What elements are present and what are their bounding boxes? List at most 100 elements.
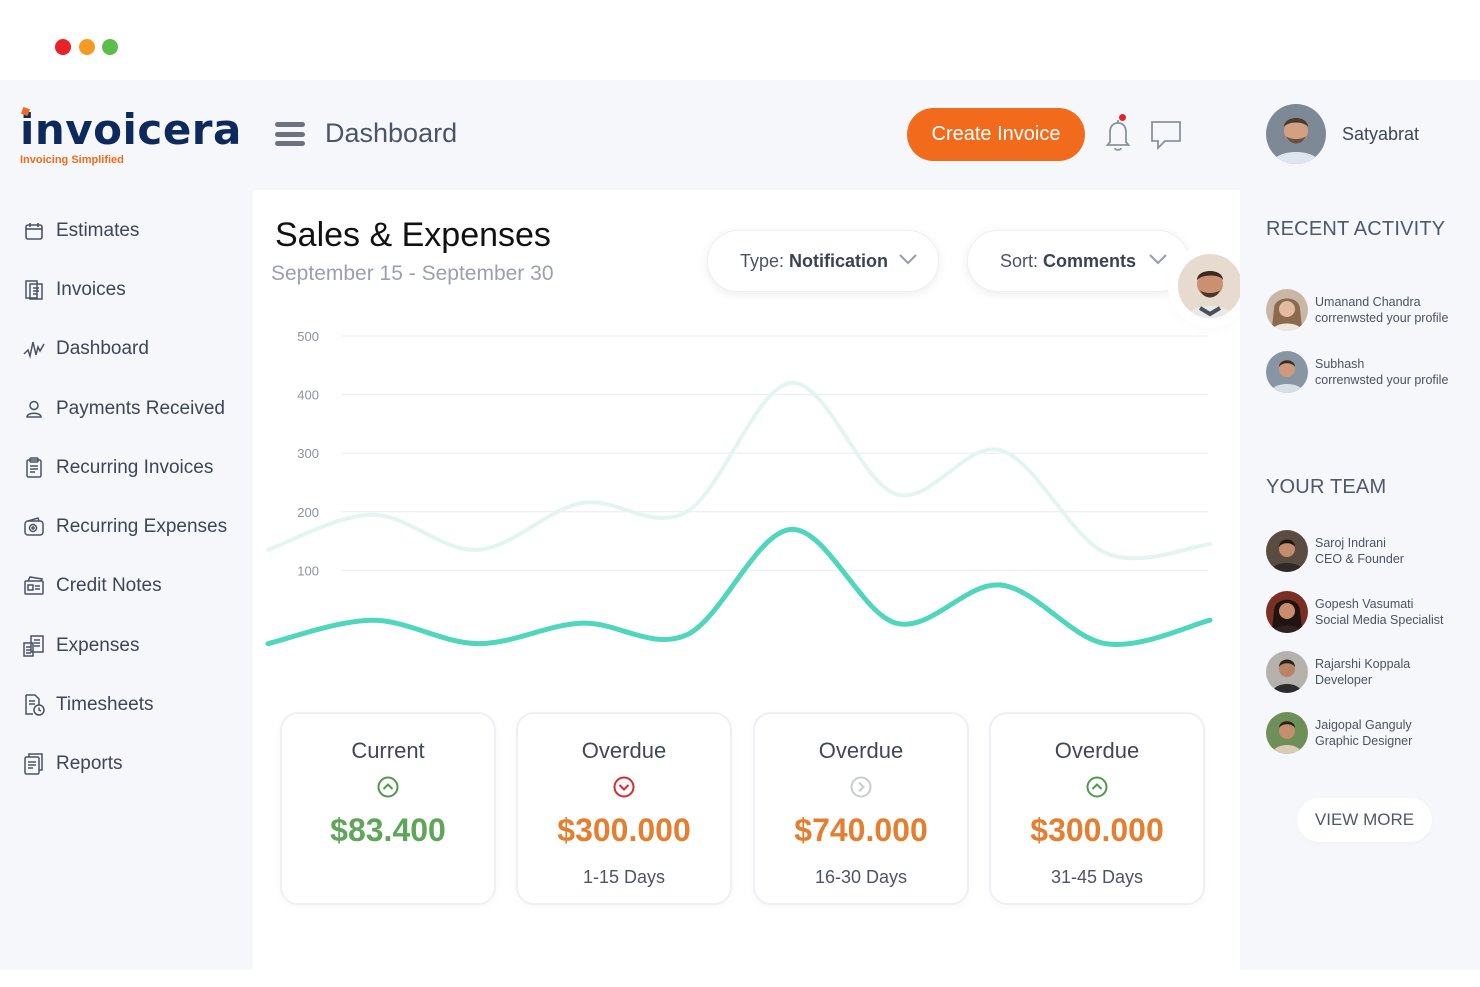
activity-name: Umanand Chandra <box>1315 294 1421 309</box>
right-panel: Satyabrat RECENT ACTIVITY Umanand Chandr… <box>1240 80 1480 970</box>
sidebar-item-label: Recurring Invoices <box>56 456 214 478</box>
right-arrow-circle-icon <box>850 776 872 798</box>
chevron-down-icon <box>899 254 917 265</box>
create-invoice-button[interactable]: Create Invoice <box>907 108 1085 161</box>
recent-activity-title: RECENT ACTIVITY <box>1266 218 1446 240</box>
sidebar-item-estimates[interactable]: Estimates <box>0 201 253 260</box>
sort-filter-value: Comments <box>1043 250 1137 271</box>
main-content: Sales & Expenses September 15 - Septembe… <box>253 190 1242 970</box>
close-window-button[interactable] <box>55 39 71 55</box>
team-member[interactable]: Gopesh Vasumati Social Media Specialist <box>1266 591 1476 633</box>
member-role: Developer <box>1315 673 1372 687</box>
y-tick-label: 300 <box>297 446 319 461</box>
view-more-button[interactable]: VIEW MORE <box>1297 798 1432 842</box>
summary-card-overdue-31-45[interactable]: Overdue $300.000 31-45 Days <box>989 712 1205 905</box>
minimize-window-button[interactable] <box>79 39 95 55</box>
receipt-icon <box>22 634 46 658</box>
user-icon <box>22 397 46 421</box>
activity-item[interactable]: Umanand Chandra correnwsted your profile <box>1266 289 1476 331</box>
chart-title: Sales & Expenses <box>275 216 551 254</box>
window-titlebar <box>0 0 1480 80</box>
sidebar-item-label: Payments Received <box>56 397 225 419</box>
card-amount: $300.000 <box>557 812 691 848</box>
sidebar-item-recurring-expenses[interactable]: Recurring Expenses <box>0 497 253 556</box>
chevron-down-icon <box>1149 254 1167 265</box>
avatar <box>1266 651 1308 693</box>
type-filter-prefix: Type: <box>740 250 785 271</box>
sidebar-item-label: Expenses <box>56 634 140 656</box>
logo-wordmark: invoicera <box>20 105 242 154</box>
invoicera-logo[interactable]: invoicera Invoicing Simplified <box>20 105 242 166</box>
avatar <box>1266 289 1308 331</box>
sidebar-item-timesheets[interactable]: Timesheets <box>0 675 253 734</box>
member-name: Saroj Indrani <box>1315 535 1386 550</box>
up-arrow-circle-icon <box>1086 776 1108 798</box>
sidebar-item-recurring-invoices[interactable]: Recurring Invoices <box>0 438 253 497</box>
card-title: Overdue <box>818 738 904 763</box>
sidebar-item-credit-notes[interactable]: Credit Notes <box>0 557 253 616</box>
menu-icon[interactable] <box>275 122 305 146</box>
summary-card-current[interactable]: Current $83.400 <box>280 712 496 905</box>
sort-filter-prefix: Sort: <box>1000 250 1039 271</box>
type-filter-dropdown[interactable]: Type: Notification <box>707 230 939 292</box>
card-amount: $300.000 <box>1030 812 1164 848</box>
activity-item[interactable]: Subhash correnwsted your profile <box>1266 351 1476 393</box>
card-title: Overdue <box>1054 738 1140 763</box>
activity-icon <box>22 337 46 361</box>
sidebar-nav: Estimates Invoices Dashboard Payments Re… <box>0 201 253 794</box>
card-days: 1-15 Days <box>582 867 666 887</box>
team-member[interactable]: Rajarshi Koppala Developer <box>1266 651 1476 693</box>
chat-icon[interactable] <box>1149 118 1183 152</box>
maximize-window-button[interactable] <box>102 39 118 55</box>
sidebar-item-invoices[interactable]: Invoices <box>0 260 253 319</box>
top-header: Dashboard Create Invoice <box>253 80 1240 190</box>
invoice-icon <box>22 278 46 302</box>
summary-card-overdue-16-30[interactable]: Overdue $740.000 16-30 Days <box>753 712 969 905</box>
user-profile[interactable]: Satyabrat <box>1266 104 1419 164</box>
card-days: 16-30 Days <box>814 867 908 887</box>
sidebar-item-expenses[interactable]: Expenses <box>0 616 253 675</box>
logo-tagline: Invoicing Simplified <box>20 154 124 166</box>
timesheet-icon <box>22 693 46 717</box>
y-tick-label: 500 <box>297 329 319 344</box>
team-member[interactable]: Jaigopal Ganguly Graphic Designer <box>1266 712 1476 754</box>
sidebar: invoicera Invoicing Simplified Estimates… <box>0 80 253 970</box>
sidebar-item-label: Credit Notes <box>56 575 162 597</box>
series-line-0 <box>265 526 1213 648</box>
activity-name: Subhash <box>1315 356 1365 371</box>
avatar <box>1266 530 1308 572</box>
member-name: Jaigopal Ganguly <box>1315 717 1412 732</box>
y-tick-label: 100 <box>297 563 319 578</box>
member-role: CEO & Founder <box>1315 552 1404 566</box>
down-arrow-circle-icon <box>613 776 635 798</box>
team-member[interactable]: Saroj Indrani CEO & Founder <box>1266 530 1476 572</box>
summary-card-overdue-1-15[interactable]: Overdue $300.000 1-15 Days <box>516 712 732 905</box>
sidebar-item-label: Invoices <box>56 278 126 300</box>
type-filter-value: Notification <box>789 250 889 271</box>
sidebar-item-dashboard[interactable]: Dashboard <box>0 320 253 379</box>
avatar[interactable] <box>1178 254 1242 318</box>
sidebar-item-reports[interactable]: Reports <box>0 735 253 794</box>
card-title: Current <box>351 738 425 763</box>
up-arrow-circle-icon <box>377 776 399 798</box>
calendar-icon <box>22 219 46 243</box>
sidebar-item-label: Recurring Expenses <box>56 516 228 538</box>
document-icon <box>22 456 46 480</box>
sales-expenses-chart: 100 200 300 400 500 <box>265 329 1213 648</box>
sort-filter-dropdown[interactable]: Sort: Comments <box>967 230 1189 292</box>
sidebar-item-label: Dashboard <box>56 338 149 360</box>
member-name: Gopesh Vasumati <box>1315 596 1414 611</box>
sidebar-item-payments-received[interactable]: Payments Received <box>0 379 253 438</box>
date-range: September 15 - September 30 <box>271 262 554 285</box>
series-line-1 <box>266 380 1212 561</box>
sidebar-item-label: Reports <box>56 753 123 775</box>
report-icon <box>22 752 46 776</box>
card-title: Overdue <box>581 738 667 763</box>
user-name: Satyabrat <box>1342 123 1420 144</box>
sidebar-item-label: Estimates <box>56 219 140 241</box>
card-days: 31-45 Days <box>1050 867 1144 887</box>
avatar <box>1266 104 1326 164</box>
bell-icon[interactable] <box>1102 114 1136 154</box>
card-amount: $83.400 <box>330 812 446 848</box>
y-tick-label: 400 <box>297 388 319 403</box>
